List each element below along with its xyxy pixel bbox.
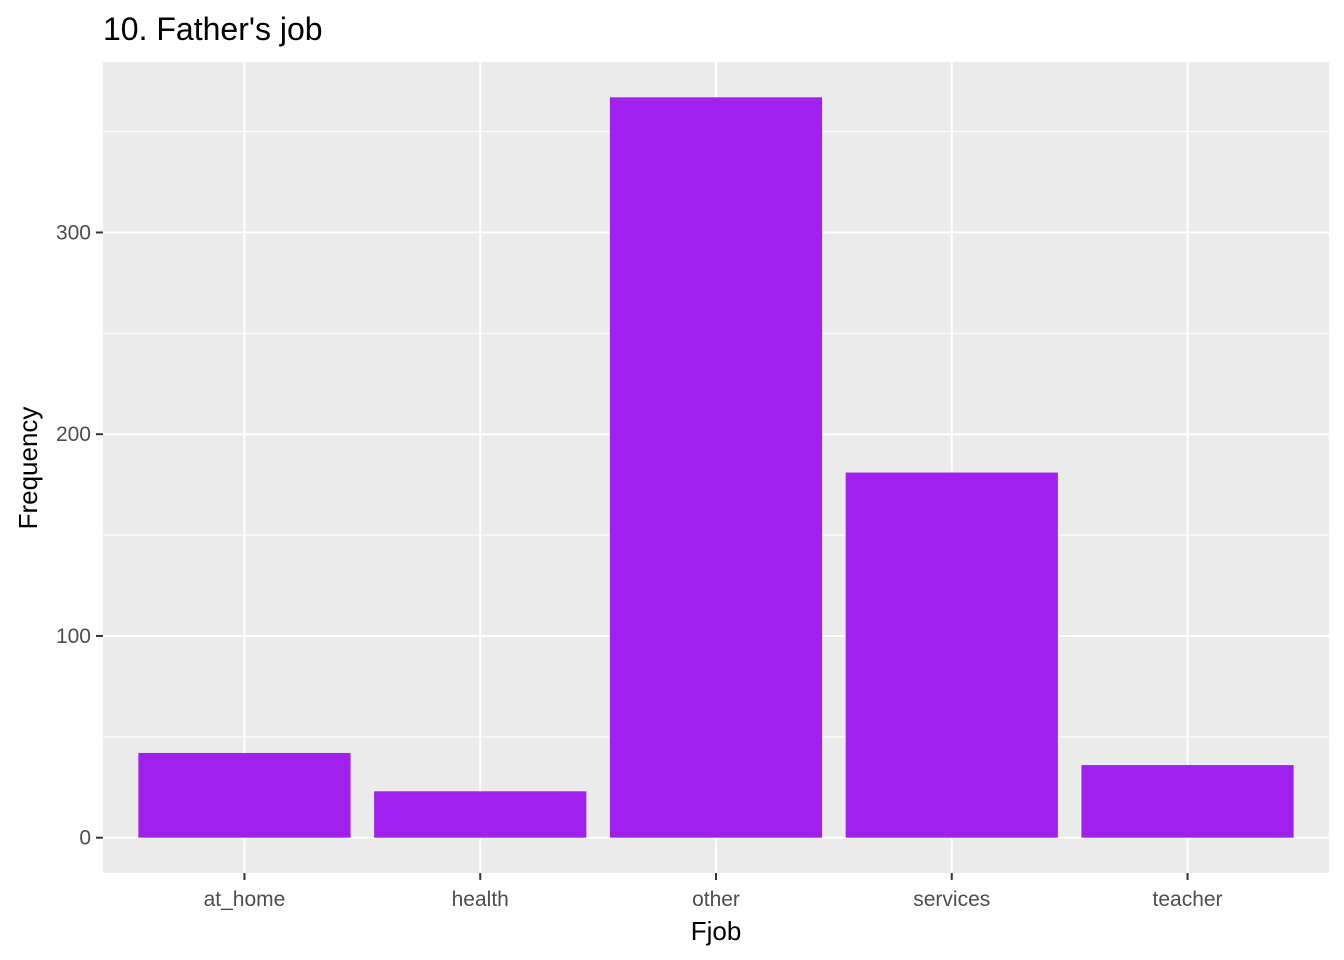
bar-at_home bbox=[138, 752, 351, 838]
chart-title: 10. Father's job bbox=[103, 11, 323, 47]
x-tick-label: teacher bbox=[1153, 888, 1223, 911]
y-tick-label: 0 bbox=[79, 827, 91, 850]
y-axis-title: Frequency bbox=[13, 407, 43, 530]
y-tick-label: 200 bbox=[56, 423, 91, 446]
y-tick-label: 100 bbox=[56, 625, 91, 648]
x-tick-label: at_home bbox=[204, 888, 286, 911]
bar-teacher bbox=[1081, 765, 1294, 838]
x-tick-label: services bbox=[913, 888, 990, 911]
x-tick-label: other bbox=[692, 888, 740, 911]
y-tick-label: 300 bbox=[56, 221, 91, 244]
x-tick-label: health bbox=[452, 888, 509, 911]
bar-health bbox=[374, 791, 587, 838]
y-axis: 0 100 200 300 bbox=[56, 221, 103, 850]
x-axis: at_home health other services teacher bbox=[204, 873, 1223, 911]
bar-other bbox=[609, 97, 823, 838]
bars bbox=[138, 97, 1294, 838]
x-axis-title: Fjob bbox=[691, 916, 742, 946]
bar-services bbox=[845, 472, 1058, 838]
